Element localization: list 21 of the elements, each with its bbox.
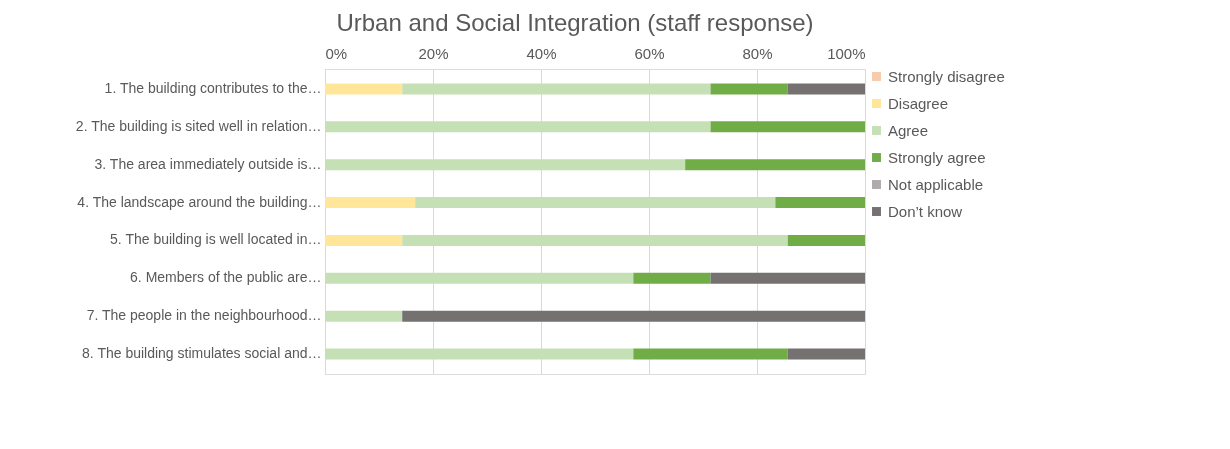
x-tick-label: 80% bbox=[742, 44, 773, 62]
y-tick-label: 7. The people in the neighbourhood… bbox=[86, 307, 322, 324]
legend-label: Strongly agree bbox=[888, 148, 986, 166]
y-tick-label: 1. The building contributes to the… bbox=[104, 79, 322, 96]
x-tick-label: 60% bbox=[634, 44, 665, 62]
legend-label: Don’t know bbox=[888, 202, 963, 220]
y-tick-label: 8. The building stimulates social and… bbox=[82, 345, 322, 362]
chart-title: Urban and Social Integration (staff response) bbox=[336, 9, 814, 36]
y-tick-label: 5. The building is well located in… bbox=[110, 231, 322, 248]
y-tick-label: 4. The landscape around the building… bbox=[77, 193, 322, 210]
legend-label: Strongly disagree bbox=[888, 67, 1005, 85]
x-tick-label: 40% bbox=[526, 44, 557, 62]
legend-label: Agree bbox=[888, 121, 929, 139]
x-tick-label: 0% bbox=[325, 44, 348, 62]
y-tick-label: 2. The building is sited well in relation… bbox=[75, 117, 322, 134]
legend-label: Disagree bbox=[888, 94, 949, 112]
y-tick-label: 6. Members of the public are… bbox=[130, 269, 322, 286]
y-tick-label: 3. The area immediately outside is… bbox=[94, 155, 322, 172]
x-tick-label: 20% bbox=[418, 44, 449, 62]
legend-label: Not applicable bbox=[888, 175, 984, 193]
x-tick-label: 100% bbox=[827, 44, 866, 62]
